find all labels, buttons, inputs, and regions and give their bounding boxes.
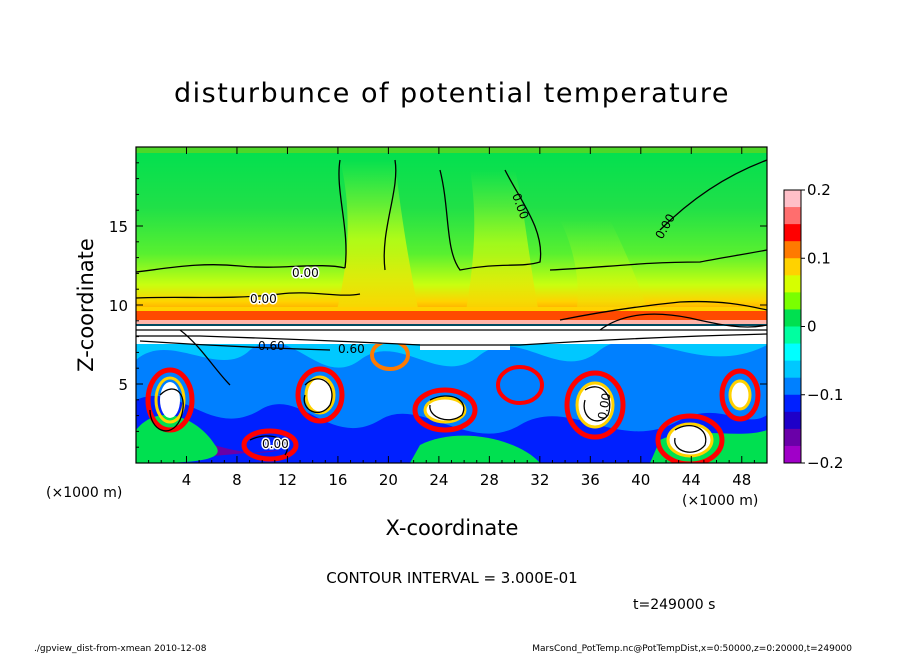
x-tick-label: 28 bbox=[480, 471, 499, 489]
colorbar-swatch bbox=[784, 292, 801, 310]
upper-field bbox=[136, 147, 767, 319]
colorbar-swatch bbox=[784, 360, 801, 379]
footer-right: MarsCond_PotTemp.nc@PotTempDist,x=0:5000… bbox=[532, 644, 852, 654]
x-tick-label: 32 bbox=[530, 471, 549, 489]
x-tick-label: 44 bbox=[682, 471, 701, 489]
contour-label: 0.60 bbox=[338, 342, 365, 356]
y-axis: 5 10 15 bbox=[109, 162, 767, 448]
x-axis-label: X-coordinate bbox=[386, 516, 519, 540]
plume-mid bbox=[465, 170, 540, 318]
x-tick-label: 16 bbox=[328, 471, 347, 489]
footer-left: ./gpview_dist-from-xmean 2010-12-08 bbox=[34, 644, 207, 654]
inversion-band-bottom bbox=[136, 320, 767, 324]
x-tick-label: 36 bbox=[581, 471, 600, 489]
x-unit-right: (×1000 m) bbox=[682, 493, 758, 509]
colorbar-swatch bbox=[784, 394, 801, 413]
colorbar-tick-label: 0.2 bbox=[807, 181, 831, 199]
contour-label: 0.00 bbox=[262, 437, 289, 451]
colorbar-swatch bbox=[784, 377, 801, 396]
plume-left bbox=[335, 160, 420, 318]
colorbar-swatch bbox=[784, 326, 801, 345]
chart-title: disturbunce of potential temperature bbox=[174, 78, 730, 109]
colorbar-tick-label: 0 bbox=[807, 318, 817, 336]
colorbar-swatch bbox=[784, 241, 801, 259]
colorbar-swatch bbox=[784, 275, 801, 293]
colorbar-swatch bbox=[784, 411, 801, 430]
colorbar-swatch bbox=[784, 309, 801, 327]
time-label: t=249000 s bbox=[633, 597, 715, 613]
colorbar-swatch bbox=[784, 258, 801, 276]
x-unit-left: (×1000 m) bbox=[46, 485, 122, 501]
x-tick-label: 40 bbox=[631, 471, 650, 489]
colorbar-swatch bbox=[784, 445, 801, 464]
top-strip bbox=[136, 147, 767, 153]
colorbar-swatch bbox=[784, 343, 801, 362]
inversion-band bbox=[136, 311, 767, 320]
mixing-zone-white-2 bbox=[420, 344, 510, 350]
colorbar-tick-label: −0.1 bbox=[807, 386, 843, 404]
colorbar-tick-label: 0.1 bbox=[807, 249, 831, 267]
x-tick-label: 48 bbox=[732, 471, 751, 489]
x-tick-label: 8 bbox=[232, 471, 242, 489]
inversion-band-top bbox=[136, 307, 767, 311]
y-tick-label: 5 bbox=[118, 376, 128, 394]
y-tick-label: 10 bbox=[109, 297, 128, 315]
colorbar-swatch bbox=[784, 428, 801, 447]
colorbar-swatch bbox=[784, 224, 801, 242]
colorbar-tick-label: −0.2 bbox=[807, 454, 843, 472]
colorbar: 0.2 0.1 0 −0.1 −0.2 bbox=[783, 181, 843, 472]
plume-right bbox=[560, 220, 650, 318]
x-axis: 4 8 12 16 20 24 28 32 36 40 44 48 bbox=[148, 147, 755, 489]
y-axis-label: Z-coordinate bbox=[74, 238, 98, 372]
contour-labels: 0.00 0.00 0.00 0.00 0.60 0.60 0.00 0.00 bbox=[249, 191, 678, 452]
colorbar-swatch bbox=[784, 190, 801, 208]
lower-eddy-green-2 bbox=[410, 435, 540, 463]
x-tick-label: 20 bbox=[379, 471, 398, 489]
mixing-zone-white bbox=[136, 326, 767, 344]
plot-area: 0.00 0.00 0.00 0.00 0.60 0.60 0.00 0.00 bbox=[136, 147, 767, 463]
contour-label: 0.60 bbox=[258, 339, 285, 353]
y-tick-label: 15 bbox=[109, 218, 128, 236]
contour-label: 0.00 bbox=[292, 266, 319, 280]
contour-lines bbox=[136, 159, 767, 456]
x-tick-label: 4 bbox=[182, 471, 192, 489]
contour-interval: CONTOUR INTERVAL = 3.000E-01 bbox=[326, 569, 577, 587]
warm-eddy-rings bbox=[145, 339, 761, 463]
x-tick-label: 12 bbox=[278, 471, 297, 489]
colorbar-swatch bbox=[784, 207, 801, 225]
contour-label: 0.00 bbox=[595, 392, 613, 421]
x-tick-label: 24 bbox=[429, 471, 448, 489]
contour-label: 0.00 bbox=[250, 292, 277, 306]
